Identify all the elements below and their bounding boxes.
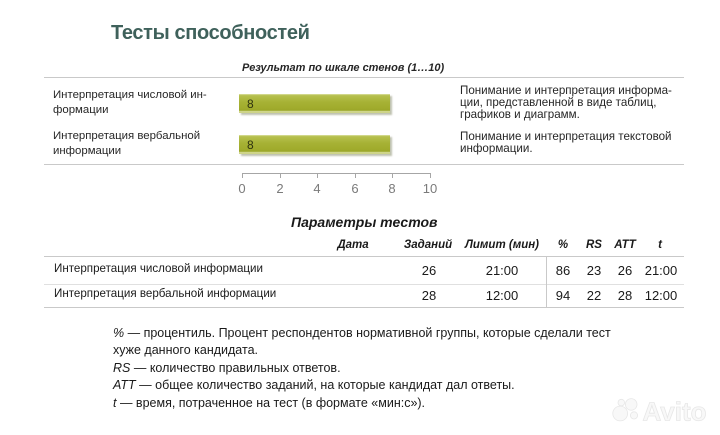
svg-text:Avito: Avito: [643, 397, 707, 427]
